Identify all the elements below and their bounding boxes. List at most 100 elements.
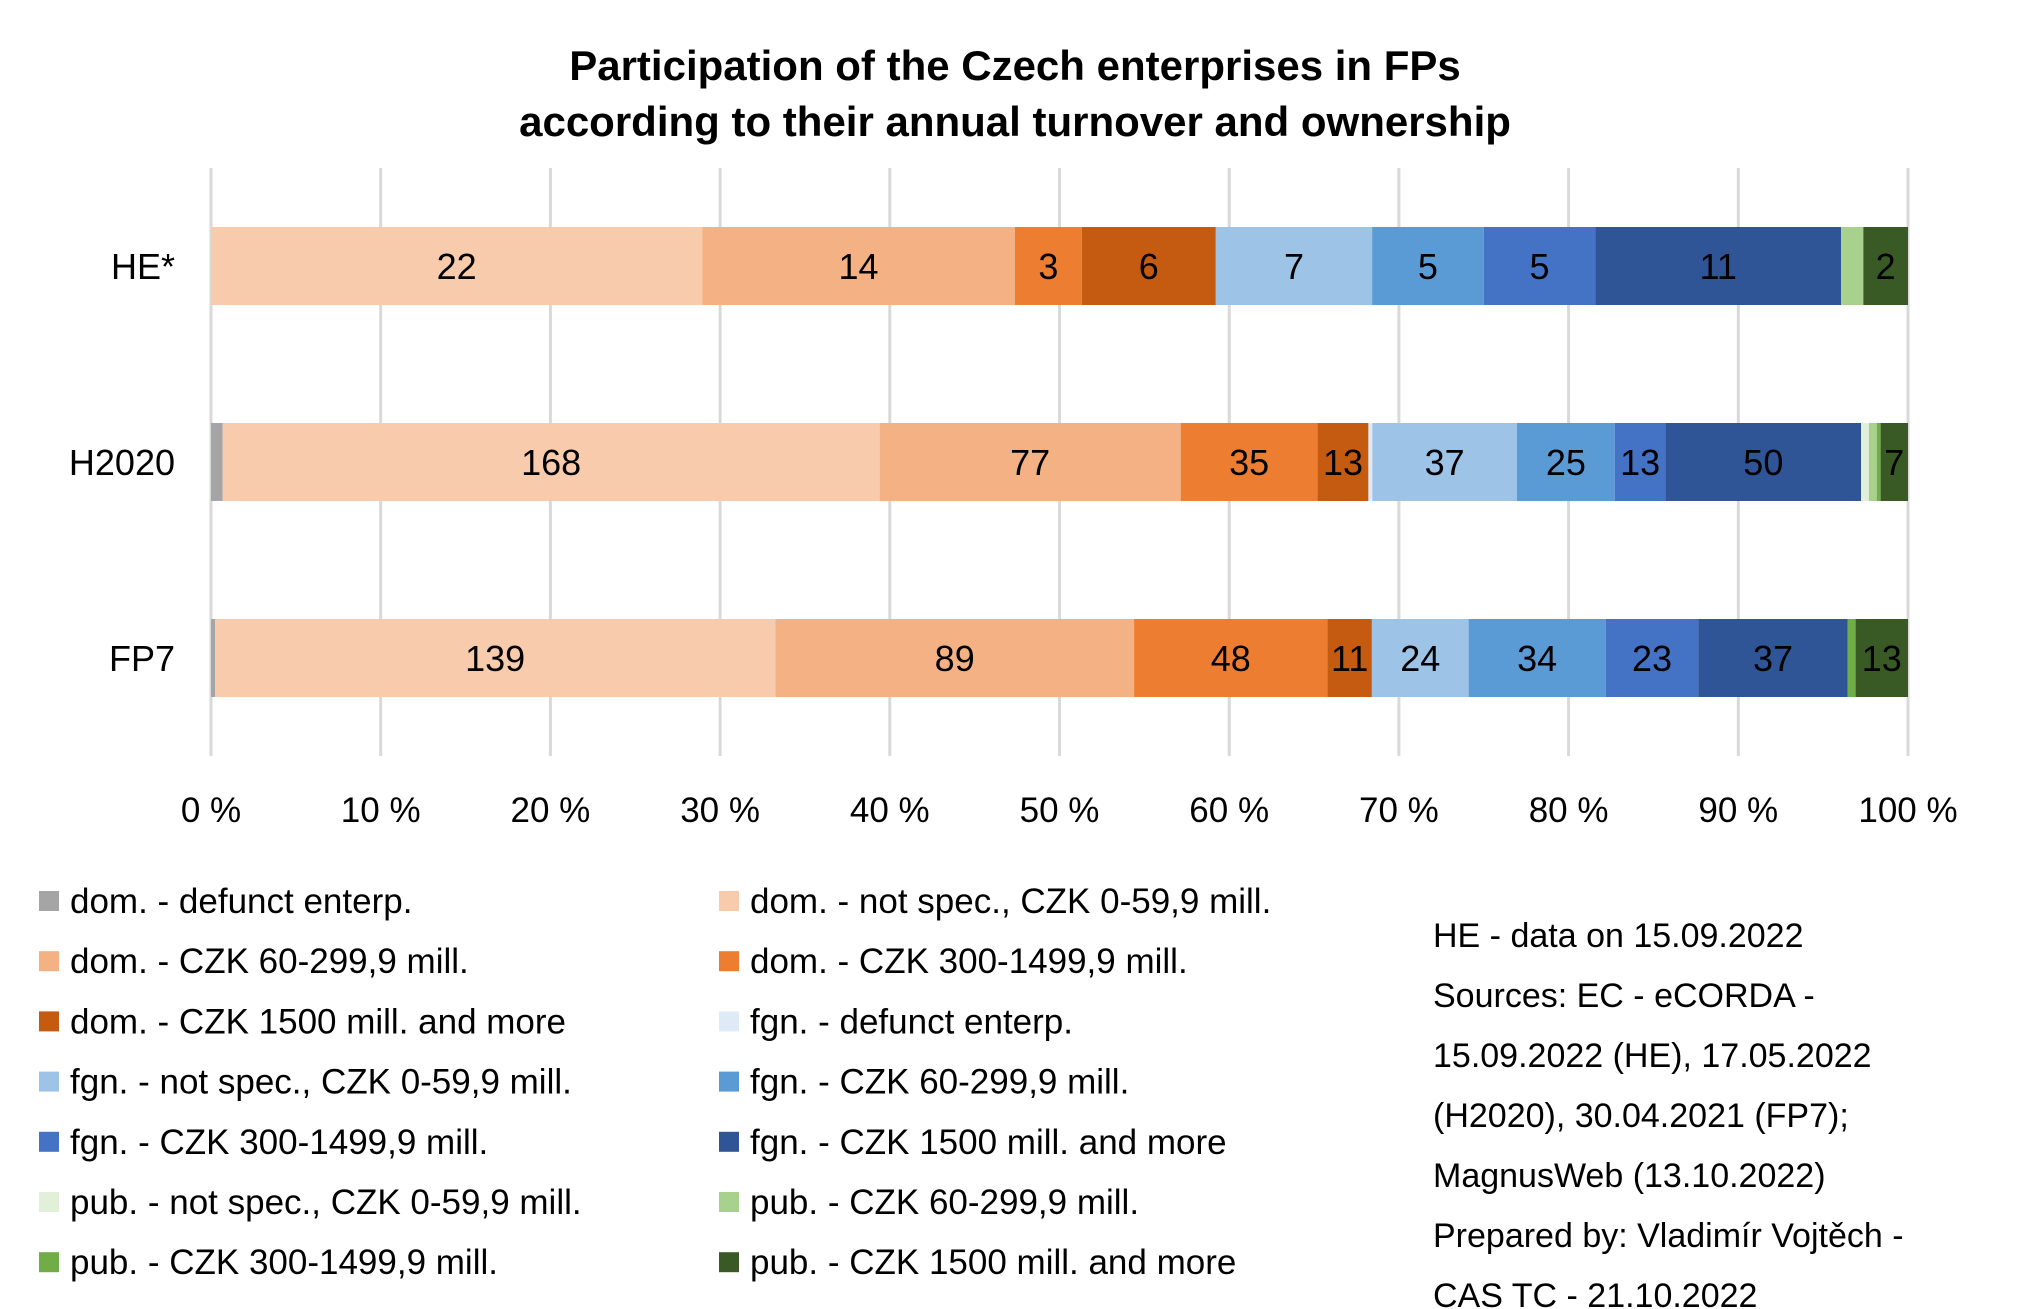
bar-segment: [1855, 619, 1908, 697]
legend: dom. - defunct enterp. dom. - not spec., …: [39, 882, 1271, 1282]
bar-segment: [1861, 423, 1869, 501]
data-label: 7: [1284, 246, 1304, 287]
legend-swatch: [719, 1011, 739, 1032]
note-line: 15.09.2022 (HE), 17.05.2022: [1433, 1037, 1872, 1075]
legend-label: dom. - not spec., CZK 0-59,9 mill.: [750, 882, 1271, 921]
note-line: HE - data on 15.09.2022: [1433, 917, 1804, 955]
legend-item: fgn. - CZK 1500 mill. and more: [719, 1123, 1227, 1162]
data-label: 25: [1546, 442, 1586, 483]
legend-label: dom. - CZK 1500 mill. and more: [70, 1002, 566, 1041]
x-tick-label: 30 %: [680, 791, 760, 830]
legend-label: pub. - CZK 1500 mill. and more: [750, 1243, 1236, 1282]
data-label: 11: [1700, 246, 1737, 287]
legend-item: pub. - CZK 60-299,9 mill.: [719, 1183, 1139, 1222]
bar-segment: [1368, 423, 1373, 501]
bar-segment: [1014, 227, 1082, 305]
data-label: 139: [465, 638, 525, 679]
x-tick-label: 80 %: [1529, 791, 1609, 830]
bar-segment: [1372, 227, 1484, 305]
legend-item: dom. - defunct enterp.: [39, 882, 412, 921]
bar-segment: [1847, 619, 1856, 697]
legend-swatch: [719, 951, 739, 972]
x-tick-label: 0 %: [181, 791, 241, 830]
bar-segment: [1180, 423, 1318, 501]
note-line: MagnusWeb (13.10.2022): [1433, 1157, 1826, 1195]
bar-segment: [775, 619, 1135, 697]
legend-label: fgn. - CZK 300-1499,9 mill.: [70, 1123, 488, 1162]
legend-swatch: [39, 1011, 59, 1032]
legend-item: dom. - not spec., CZK 0-59,9 mill.: [719, 882, 1271, 921]
bar-segment: [1876, 423, 1881, 501]
category-label: H2020: [69, 442, 175, 483]
legend-item: fgn. - CZK 300-1499,9 mill.: [39, 1123, 488, 1162]
bar-segment: [1371, 619, 1469, 697]
bar-segment: [215, 619, 776, 697]
legend-swatch: [719, 1071, 739, 1092]
data-label: 11: [1331, 638, 1368, 679]
data-label: 13: [1620, 442, 1660, 483]
legend-item: pub. - CZK 300-1499,9 mill.: [39, 1243, 498, 1282]
legend-label: pub. - CZK 300-1499,9 mill.: [70, 1243, 498, 1282]
bar-segment: [1327, 619, 1372, 697]
bar-row-h2020: 168 77 35 13 37 25 13 50 7: [211, 423, 1908, 501]
data-label: 77: [1010, 442, 1050, 483]
legend-swatch: [39, 1131, 59, 1152]
legend-swatch: [719, 1192, 739, 1212]
data-label: 14: [839, 246, 879, 287]
x-tick-label: 40 %: [850, 791, 930, 830]
category-label: FP7: [109, 638, 175, 679]
x-tick-label: 50 %: [1020, 791, 1100, 830]
legend-label: dom. - CZK 300-1499,9 mill.: [750, 942, 1188, 981]
legend-label: pub. - CZK 60-299,9 mill.: [750, 1183, 1139, 1222]
note-line: CAS TC - 21.10.2022: [1433, 1277, 1757, 1309]
category-label: HE*: [111, 246, 175, 287]
legend-item: dom. - CZK 1500 mill. and more: [39, 1002, 566, 1041]
legend-item: fgn. - CZK 60-299,9 mill.: [719, 1063, 1129, 1102]
data-label: 6: [1139, 246, 1159, 287]
value-axis-labels: 0 % 10 % 20 % 30 % 40 % 50 % 60 % 70 % 80 % 90 % 1…: [181, 791, 1958, 830]
bar-segment: [1605, 619, 1699, 697]
bar-segment: [211, 227, 703, 305]
legend-item: fgn. - defunct enterp.: [719, 1002, 1073, 1041]
bar-segment: [1134, 619, 1328, 697]
bar-segment: [211, 423, 223, 501]
data-label: 37: [1753, 638, 1793, 679]
legend-label: dom. - defunct enterp.: [70, 882, 412, 921]
legend-label: fgn. - CZK 60-299,9 mill.: [750, 1063, 1129, 1102]
bar-segment: [1483, 227, 1596, 305]
legend-swatch: [719, 891, 739, 911]
data-label: 37: [1425, 442, 1465, 483]
note-line: (H2020), 30.04.2021 (FP7);: [1433, 1097, 1849, 1135]
bar-segment: [1317, 423, 1369, 501]
data-label: 3: [1038, 246, 1058, 287]
legend-item: fgn. - not spec., CZK 0-59,9 mill.: [39, 1063, 572, 1102]
data-label: 48: [1211, 638, 1251, 679]
data-label: 34: [1517, 638, 1557, 679]
x-tick-label: 20 %: [511, 791, 591, 830]
legend-item: pub. - CZK 1500 mill. and more: [719, 1243, 1236, 1282]
data-label: 35: [1229, 442, 1269, 483]
chart-title-line-1: Participation of the Czech enterprises i…: [569, 42, 1461, 89]
bar-segment: [1868, 423, 1877, 501]
legend-swatch: [39, 891, 59, 911]
note-line: Sources: EC - eCORDA -: [1433, 977, 1815, 1015]
bar-segment: [702, 227, 1015, 305]
bar-segment: [879, 423, 1181, 501]
bar-segment: [1468, 619, 1606, 697]
bar-segment: [1665, 423, 1862, 501]
data-label: 5: [1530, 246, 1550, 287]
legend-swatch: [39, 1252, 59, 1273]
bar-segment: [1215, 227, 1373, 305]
data-label: 5: [1418, 246, 1438, 287]
legend-swatch: [39, 951, 59, 972]
legend-label: dom. - CZK 60-299,9 mill.: [70, 942, 469, 981]
legend-label: pub. - not spec., CZK 0-59,9 mill.: [70, 1183, 582, 1222]
legend-swatch: [39, 1192, 59, 1212]
legend-swatch: [39, 1071, 59, 1092]
note-line: Prepared by: Vladimír Vojtěch -: [1433, 1217, 1904, 1255]
legend-label: fgn. - not spec., CZK 0-59,9 mill.: [70, 1063, 572, 1102]
bar-segment: [211, 619, 216, 697]
legend-item: pub. - not spec., CZK 0-59,9 mill.: [39, 1183, 582, 1222]
legend-item: dom. - CZK 300-1499,9 mill.: [719, 942, 1188, 981]
